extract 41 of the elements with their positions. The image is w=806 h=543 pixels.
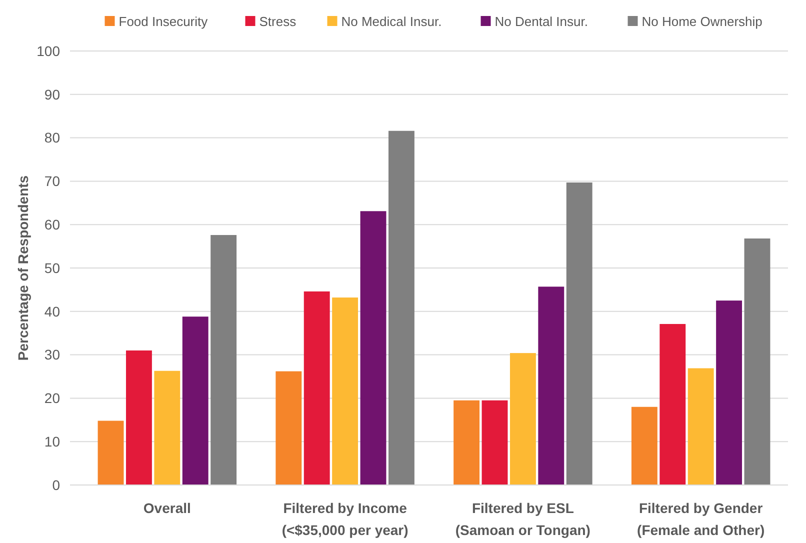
y-tick-label: 30 [44, 346, 60, 363]
bar [182, 316, 208, 485]
bar [210, 235, 237, 485]
y-tick-label: 100 [36, 42, 60, 59]
x-tick-label: Filtered by Gender (Female and Other) [637, 500, 765, 538]
x-tick-label: Overall [143, 500, 191, 516]
y-tick-label: 40 [44, 303, 60, 320]
bar [482, 400, 508, 485]
bar [744, 238, 770, 485]
y-tick-label: 50 [44, 260, 60, 276]
bar [631, 406, 658, 485]
bar [126, 350, 152, 485]
y-tick-label: 70 [44, 173, 60, 190]
legend-label: Stress [259, 14, 297, 29]
bar [660, 324, 686, 485]
legend-label: Food Insecurity [118, 14, 208, 29]
y-tick-label: 20 [44, 390, 60, 406]
y-tick-label: 80 [44, 130, 60, 146]
legend-label: No Home Ownership [642, 14, 762, 29]
bar [332, 298, 358, 485]
bar [304, 291, 330, 485]
y-tick-label: 60 [44, 216, 60, 232]
x-tick-label: Filtered by Income (<$35,000 per year) [282, 500, 408, 538]
legend-label: No Medical Insur. [341, 14, 442, 29]
bar [360, 211, 386, 485]
y-tick-label: 0 [52, 476, 60, 493]
x-tick-label: Filtered by ESL (Samoan or Tongan) [455, 500, 590, 538]
bar [454, 400, 480, 485]
y-tick-label: 90 [44, 86, 60, 102]
y-tick-label: 10 [44, 434, 60, 450]
bar [98, 420, 124, 485]
y-axis-title: Percentage of Respondents [15, 175, 31, 361]
bar [688, 368, 714, 485]
bar [388, 130, 414, 485]
bar [154, 370, 180, 485]
bar [716, 300, 742, 485]
bar [566, 182, 592, 485]
bar [510, 353, 536, 485]
legend-label: No Dental Insur. [494, 14, 588, 29]
bar [538, 286, 564, 485]
bar [276, 371, 302, 485]
